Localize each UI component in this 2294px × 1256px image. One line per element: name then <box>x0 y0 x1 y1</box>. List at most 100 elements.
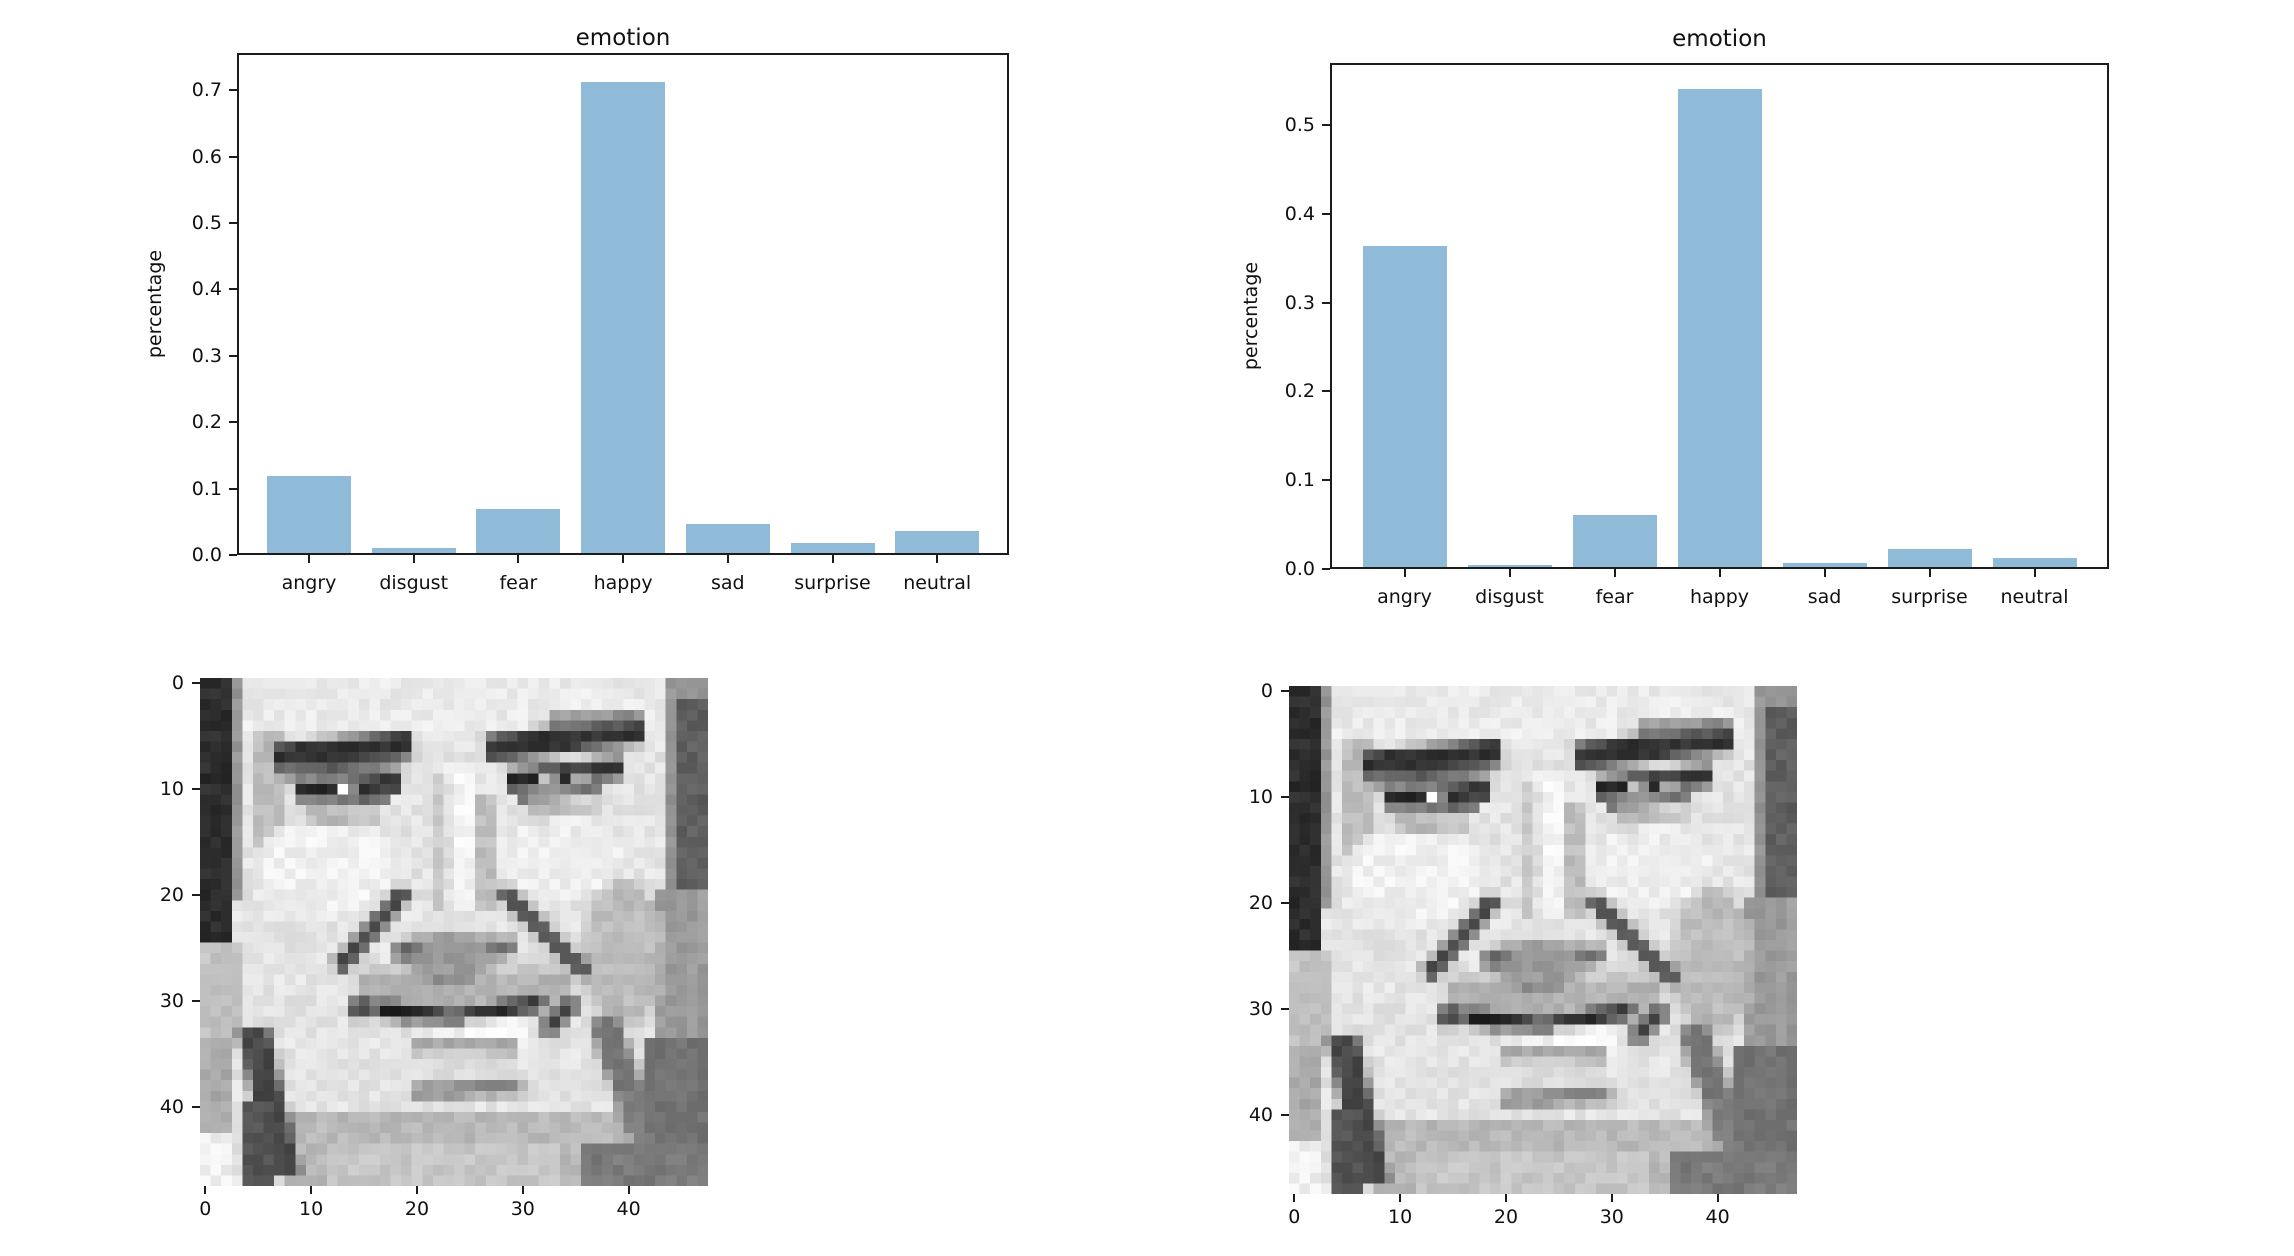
x-tick-mark <box>1403 569 1406 577</box>
y-tick-label: 0 <box>171 672 184 695</box>
y-tick-mark <box>229 354 237 357</box>
face-image-right <box>1289 686 1797 1194</box>
bar-sad <box>685 524 770 555</box>
y-tick-label: 10 <box>159 778 184 801</box>
y-tick-label: 0.1 <box>1284 469 1315 492</box>
x-tick-label-angry: angry <box>1377 586 1432 608</box>
bar-happy <box>1677 88 1762 569</box>
x-tick-label: 40 <box>616 1198 641 1220</box>
x-tick-mark <box>1718 569 1721 577</box>
x-tick-mark <box>1823 569 1826 577</box>
y-tick-mark <box>1322 301 1330 304</box>
x-tick-label-sad: sad <box>710 572 745 594</box>
y-tick-mark <box>1281 1113 1289 1116</box>
y-tick-mark <box>229 155 237 158</box>
y-tick-mark <box>1322 390 1330 393</box>
x-tick-label-sad: sad <box>1807 586 1842 608</box>
y-tick-mark <box>1322 479 1330 482</box>
y-tick-label: 30 <box>159 989 184 1012</box>
y-tick-mark <box>192 999 200 1002</box>
y-tick-mark <box>229 221 237 224</box>
y-tick-label: 40 <box>159 1095 184 1118</box>
x-tick-mark <box>1928 569 1931 577</box>
y-tick-label: 20 <box>159 883 184 906</box>
y-tick-label: 0.7 <box>191 79 222 102</box>
x-tick-label-surprise: surprise <box>1891 586 1968 608</box>
y-tick-mark <box>1322 212 1330 215</box>
y-tick-mark <box>229 487 237 490</box>
plot-area-right <box>1330 63 2109 569</box>
x-tick-label: 40 <box>1705 1206 1730 1228</box>
y-tick-mark <box>1281 690 1289 693</box>
y-tick-label: 0.2 <box>191 411 222 434</box>
y-tick-mark <box>229 421 237 424</box>
y-tick-label: 0.0 <box>191 544 222 566</box>
x-tick-mark <box>1508 569 1511 577</box>
bar-fear <box>1572 514 1657 569</box>
x-tick-label: 0 <box>1288 1206 1301 1228</box>
x-tick-label-fear: fear <box>499 572 538 594</box>
x-tick-mark <box>517 555 520 563</box>
y-tick-label: 0 <box>1260 680 1273 703</box>
y-tick-mark <box>192 1105 200 1108</box>
bar-neutral <box>1992 558 2077 569</box>
x-tick-label: 0 <box>199 1198 212 1220</box>
x-tick-mark <box>831 555 834 563</box>
x-tick-mark <box>521 1186 524 1194</box>
y-tick-label: 0.4 <box>191 278 222 301</box>
y-tick-label: 0.4 <box>1284 202 1315 225</box>
x-tick-mark <box>1716 1194 1719 1202</box>
x-tick-label: 30 <box>1599 1206 1624 1228</box>
x-tick-label-neutral: neutral <box>2000 586 2069 608</box>
y-tick-mark <box>1281 901 1289 904</box>
chart-title-right: emotion <box>1672 26 1767 52</box>
y-tick-mark <box>229 89 237 92</box>
x-tick-label: 30 <box>510 1198 535 1220</box>
y-tick-mark <box>192 788 200 791</box>
x-tick-label-surprise: surprise <box>794 572 871 594</box>
y-tick-label: 0.2 <box>1284 380 1315 403</box>
y-tick-mark <box>229 288 237 291</box>
face-image-left <box>200 678 708 1186</box>
x-tick-label-neutral: neutral <box>903 572 972 594</box>
bar-disgust <box>1467 564 1552 569</box>
bar-happy <box>581 82 666 555</box>
plot-area-left <box>237 53 1009 555</box>
y-tick-mark <box>192 893 200 896</box>
x-tick-mark <box>1293 1194 1296 1202</box>
bar-neutral <box>895 531 980 555</box>
x-tick-mark <box>726 555 729 563</box>
x-tick-label-disgust: disgust <box>1475 586 1544 608</box>
x-tick-label-fear: fear <box>1595 586 1634 608</box>
x-tick-label: 10 <box>299 1198 324 1220</box>
x-tick-mark <box>627 1186 630 1194</box>
x-tick-label-happy: happy <box>593 572 653 594</box>
y-tick-mark <box>1322 124 1330 127</box>
y-tick-label: 0.0 <box>1284 558 1315 580</box>
x-tick-label-disgust: disgust <box>379 572 449 594</box>
y-tick-label: 0.6 <box>191 145 222 168</box>
y-tick-mark <box>1281 1007 1289 1010</box>
x-tick-mark <box>1613 569 1616 577</box>
bar-surprise <box>790 543 875 555</box>
x-tick-mark <box>2033 569 2036 577</box>
y-tick-label: 30 <box>1248 997 1273 1020</box>
bar-angry <box>267 475 351 555</box>
bar-surprise <box>1887 549 1972 569</box>
x-tick-label-angry: angry <box>281 572 337 594</box>
bar-angry <box>1362 245 1447 569</box>
chart-title-left: emotion <box>575 25 671 51</box>
y-tick-mark <box>1322 568 1330 570</box>
y-tick-mark <box>192 682 200 685</box>
y-tick-label: 40 <box>1248 1103 1273 1126</box>
x-tick-mark <box>1504 1194 1507 1202</box>
bar-sad <box>1782 562 1867 569</box>
x-tick-mark <box>308 555 310 563</box>
y-tick-mark <box>229 554 237 556</box>
x-tick-label-happy: happy <box>1689 586 1750 608</box>
y-tick-label: 10 <box>1248 786 1273 809</box>
x-tick-label: 10 <box>1388 1206 1413 1228</box>
x-tick-mark <box>1610 1194 1613 1202</box>
x-tick-mark <box>204 1186 207 1194</box>
